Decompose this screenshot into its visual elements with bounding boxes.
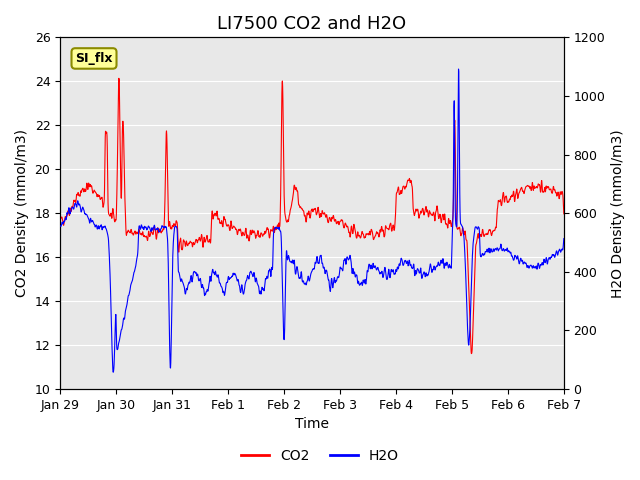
Legend: CO2, H2O: CO2, H2O [236,443,404,468]
Y-axis label: H2O Density (mmol/m3): H2O Density (mmol/m3) [611,129,625,298]
Text: SI_flx: SI_flx [76,52,113,65]
Y-axis label: CO2 Density (mmol/m3): CO2 Density (mmol/m3) [15,129,29,297]
X-axis label: Time: Time [295,418,329,432]
Title: LI7500 CO2 and H2O: LI7500 CO2 and H2O [218,15,406,33]
